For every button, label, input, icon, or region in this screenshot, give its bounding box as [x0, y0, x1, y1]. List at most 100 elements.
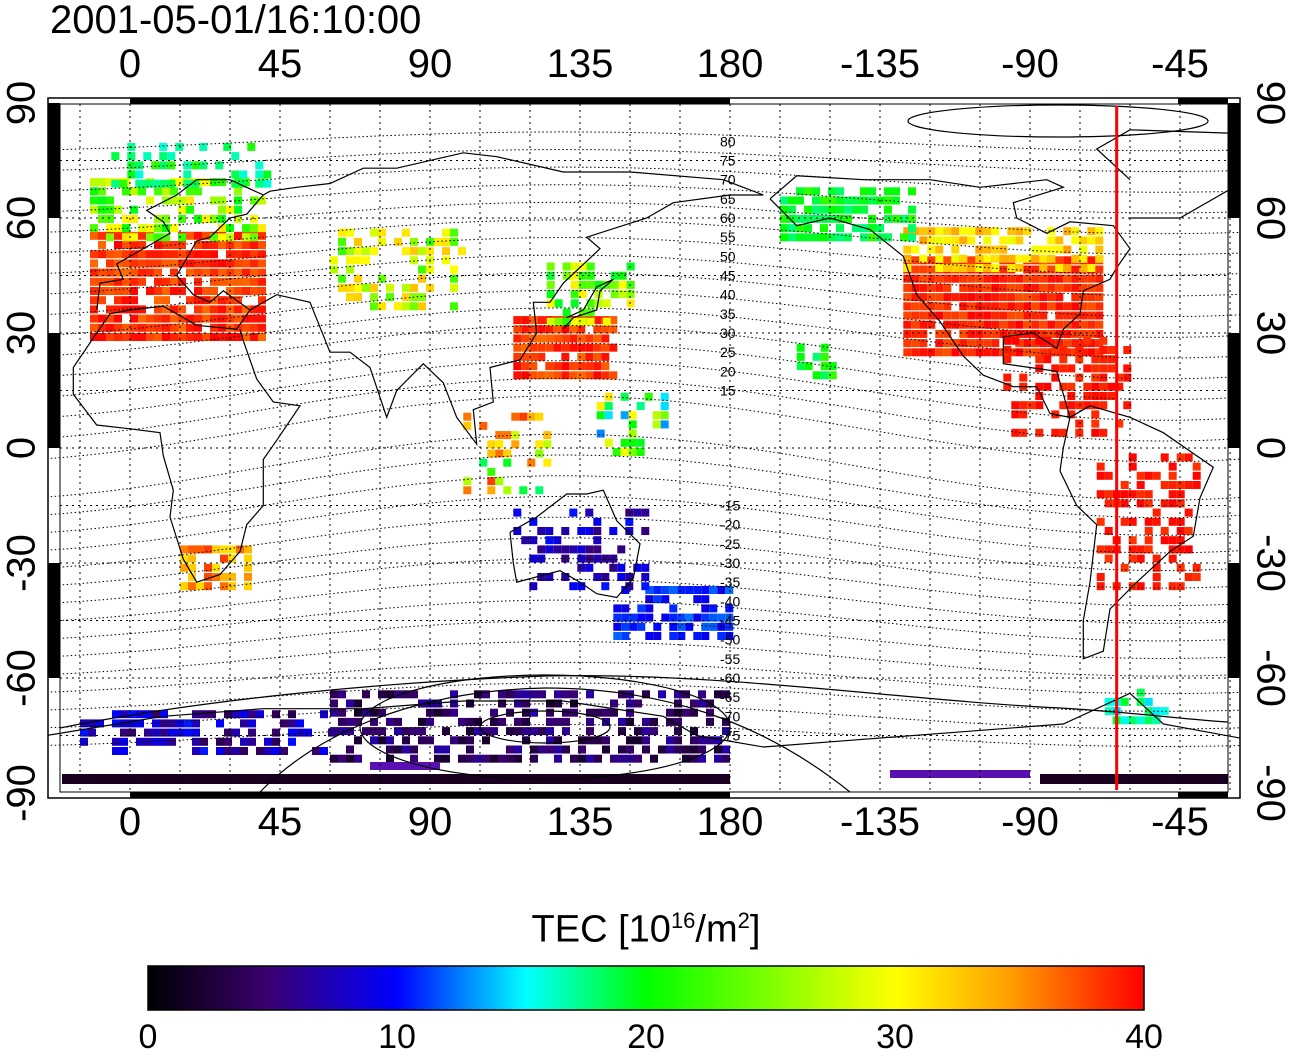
tec-cell [660, 402, 669, 410]
tec-cell [450, 283, 458, 292]
tec-cell [569, 582, 578, 591]
tec-cell [120, 737, 128, 746]
geomag-contour [48, 272, 1240, 318]
tec-cell [514, 727, 522, 736]
tec-cell [394, 727, 402, 736]
tec-cell [1055, 236, 1064, 245]
tec-cell [601, 352, 610, 361]
tec-cell [1051, 373, 1060, 382]
tec-cell [521, 371, 530, 380]
tec-cell [1003, 382, 1012, 391]
tec-cell [618, 690, 626, 699]
tec-cell [820, 233, 828, 242]
tec-cell [983, 339, 992, 348]
tec-cell [402, 228, 410, 237]
tec-cell [999, 265, 1008, 274]
tec-cell [876, 224, 884, 233]
tec-cell [1027, 401, 1036, 410]
tec-cell [903, 311, 912, 320]
tec-cell [1087, 320, 1096, 329]
tec-cell [935, 348, 944, 357]
contour-label: -15 [720, 498, 740, 514]
tec-cell [1079, 254, 1088, 263]
lat-tick-right: -30 [1248, 534, 1292, 592]
tec-cell [170, 224, 178, 233]
tec-cell [561, 545, 570, 554]
tec-cell [935, 227, 944, 236]
tec-cell [527, 412, 536, 421]
tec-cell [1015, 227, 1024, 236]
tec-cell [1011, 401, 1020, 410]
tec-cell [114, 305, 122, 314]
tec-cell [553, 343, 562, 352]
tec-cell [1192, 481, 1201, 489]
tec-cell [218, 178, 226, 187]
tec-cell [975, 329, 984, 338]
tec-cell [903, 348, 912, 357]
tec-cell [780, 224, 788, 233]
tec-cell [844, 205, 852, 214]
frame-band [1228, 103, 1240, 218]
tec-cell [1071, 302, 1080, 311]
tec-cell [199, 161, 208, 170]
tec-cell [1039, 274, 1048, 283]
tec-cell [1023, 293, 1032, 302]
tec-cell [1120, 481, 1129, 489]
tec-cell [951, 348, 960, 357]
tec-cell [338, 754, 346, 763]
tec-cell [1087, 348, 1096, 357]
tec-cell [1051, 346, 1060, 354]
tec-cell [210, 196, 218, 205]
tec-cell [242, 259, 250, 268]
tec-cell [159, 161, 168, 170]
tec-cell [162, 314, 170, 323]
tec-cell [780, 205, 788, 214]
tec-cell [1104, 545, 1113, 554]
tec-cell [613, 622, 622, 631]
tec-cell [1031, 320, 1040, 329]
tec-cell [234, 214, 242, 223]
tec-cell [1007, 236, 1016, 245]
tec-cell [951, 227, 960, 236]
tec-cell [927, 283, 936, 292]
tec-cell [722, 717, 730, 726]
tec-cell [234, 333, 242, 341]
tec-cell [637, 613, 646, 622]
tec-cell [610, 290, 619, 299]
tec-cell [706, 736, 714, 745]
tec-cell [641, 582, 650, 591]
tec-cell [218, 305, 226, 314]
colorbar-tick: 40 [1125, 1018, 1163, 1056]
tec-cell [828, 233, 836, 242]
tec-cell [242, 333, 250, 341]
tec-cell [1055, 283, 1064, 292]
tec-cell [709, 604, 718, 613]
tec-cell [143, 179, 152, 188]
tec-cell [370, 293, 378, 302]
tec-cell [569, 545, 578, 554]
tec-cell [943, 236, 952, 245]
tec-cell [967, 283, 976, 292]
tec-cell [1015, 311, 1024, 320]
tec-cell [812, 352, 821, 361]
tec-cell [562, 262, 571, 271]
geomag-contour [48, 433, 1240, 501]
tec-cell [860, 187, 868, 196]
tec-cell [226, 205, 234, 214]
tec-cell [250, 314, 258, 323]
tec-cell [178, 241, 186, 249]
tec-cell [903, 254, 912, 263]
tec-cell [135, 161, 144, 170]
tec-cell [143, 152, 152, 161]
tec-cell [796, 343, 805, 352]
tec-cell [152, 710, 160, 719]
tec-cell [402, 293, 410, 302]
tec-cell [191, 161, 200, 170]
tec-cell [535, 412, 544, 421]
tec-cell [338, 727, 346, 736]
tec-cell [1071, 311, 1080, 320]
tec-cell [170, 187, 178, 196]
tec-cell [1079, 320, 1088, 329]
tec-cell [1184, 508, 1193, 517]
contour-label: 65 [720, 191, 736, 207]
